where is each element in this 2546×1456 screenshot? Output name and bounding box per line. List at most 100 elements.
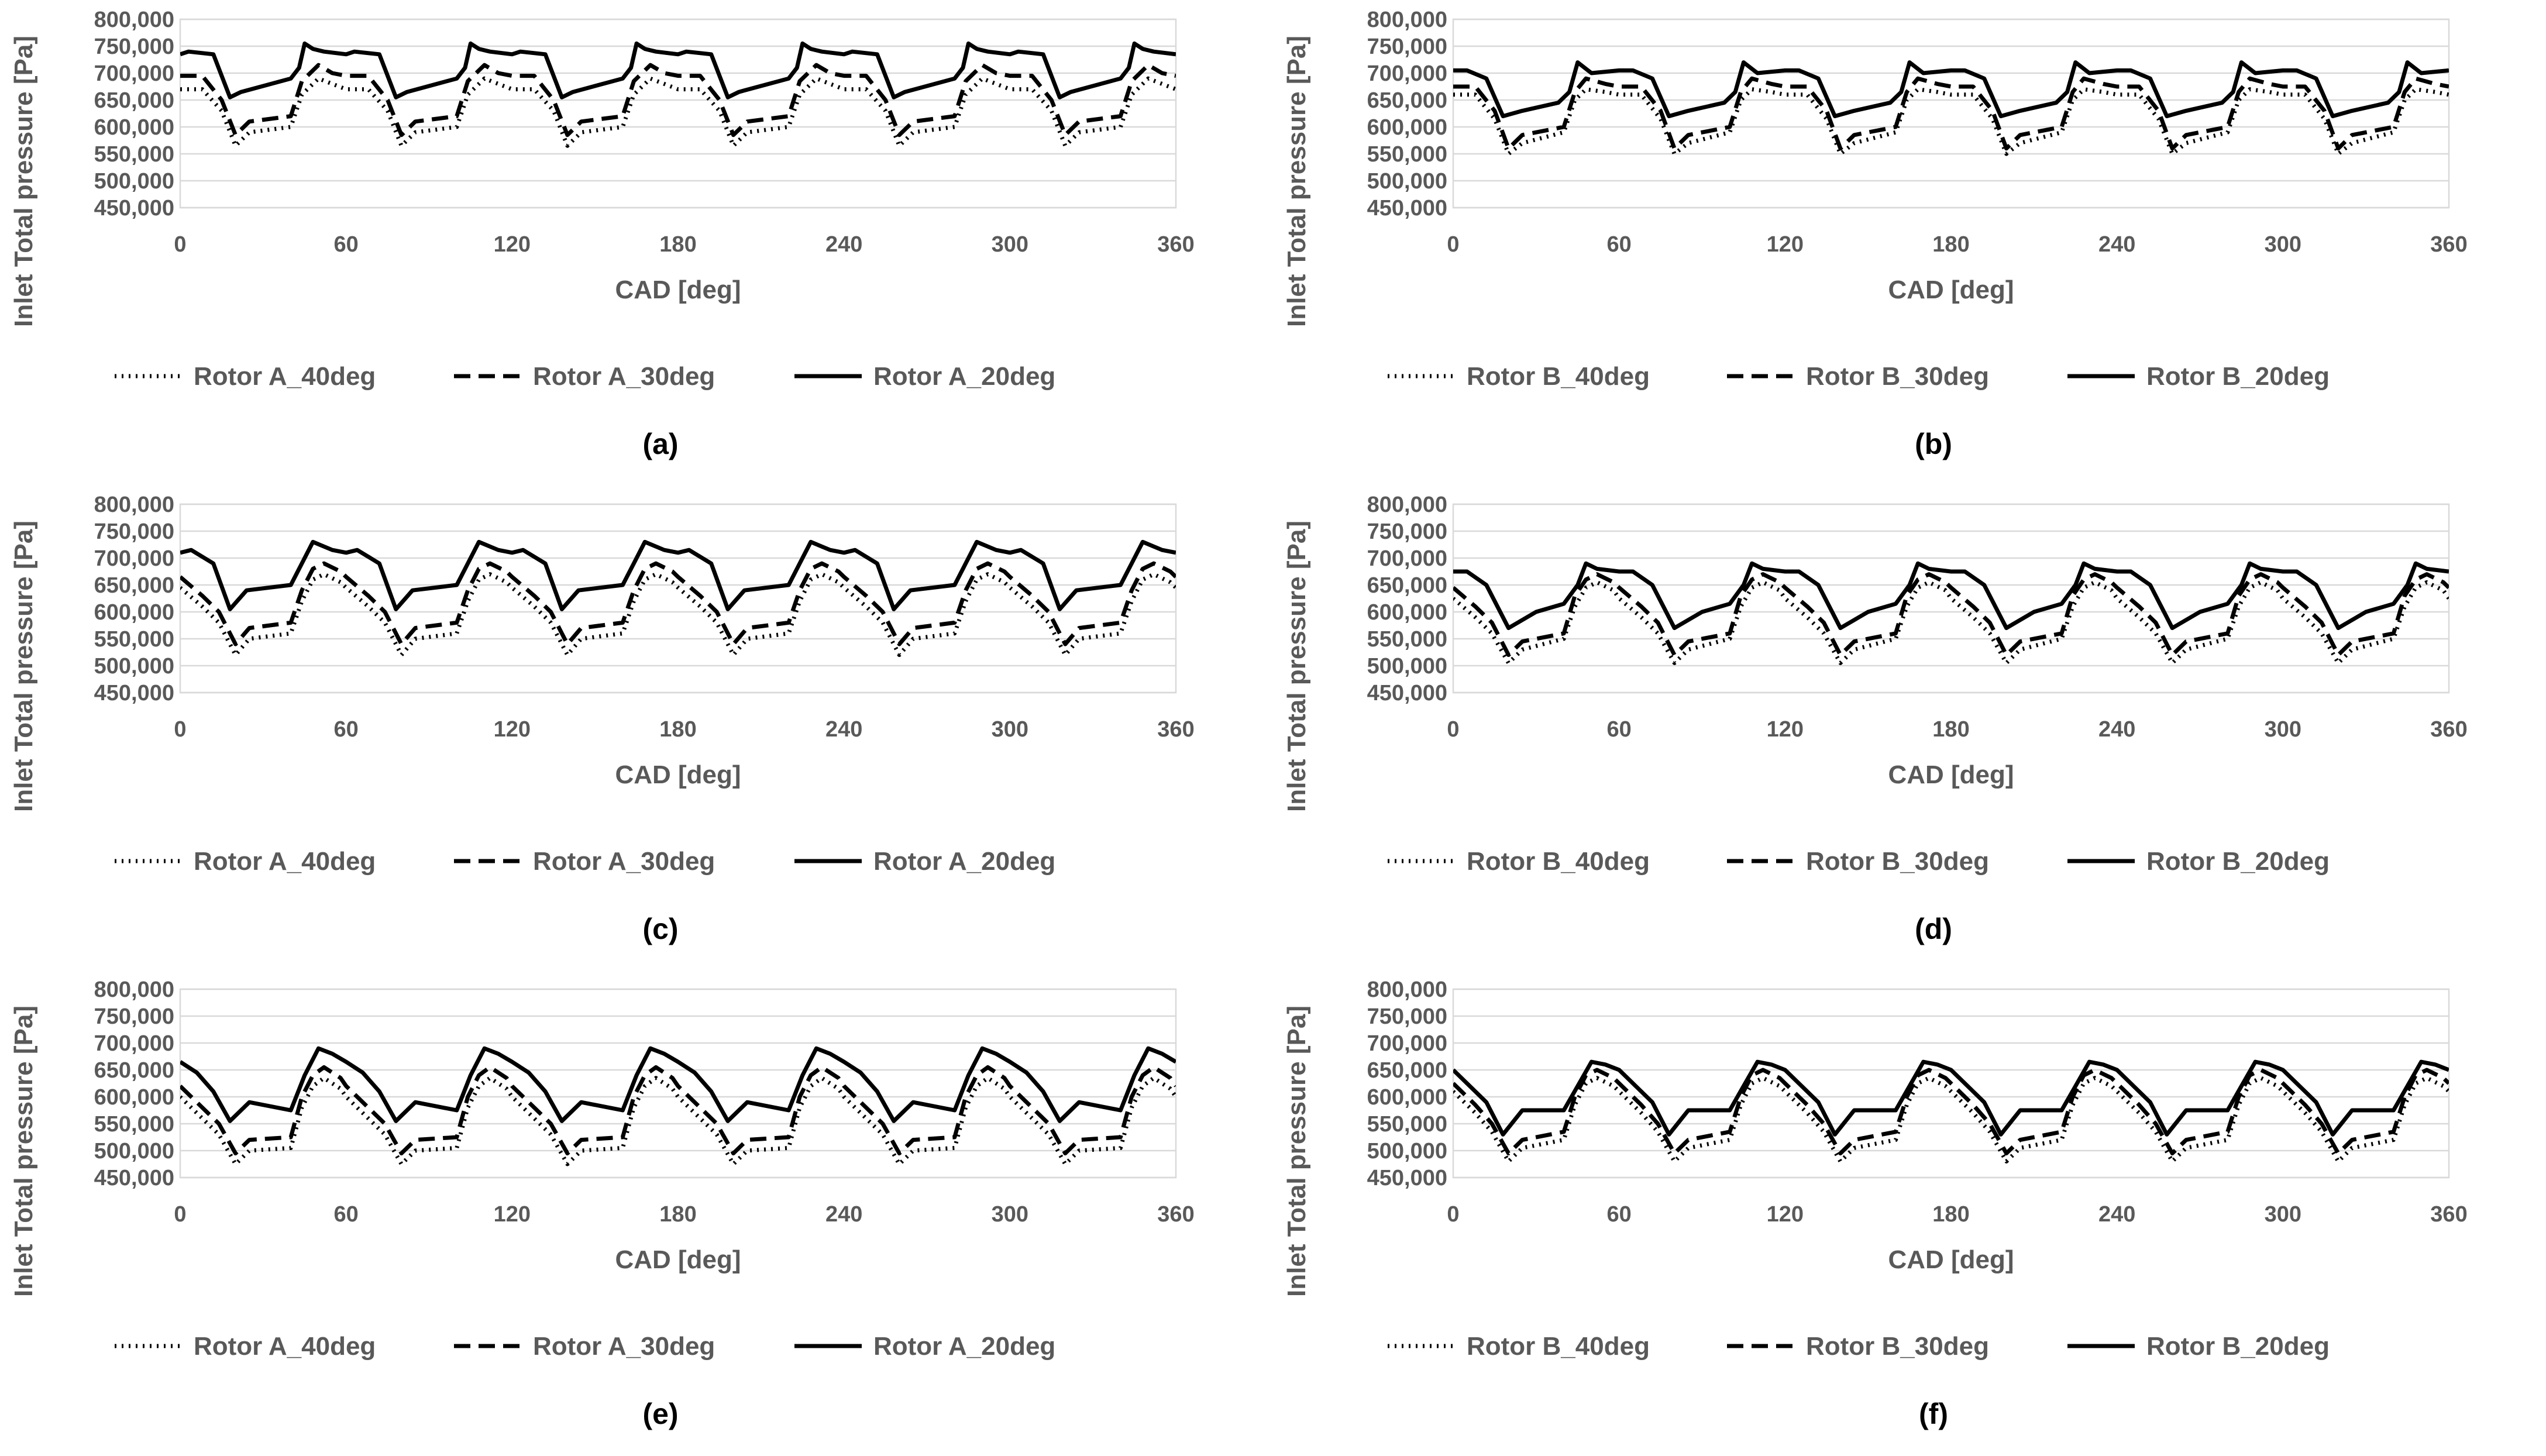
x-tick-label: 0: [174, 232, 186, 257]
series-line-s30: [1453, 1068, 2449, 1156]
y-tick-label: 700,000: [1367, 1031, 1447, 1056]
y-tick-label: 450,000: [1367, 1166, 1447, 1190]
y-tick-label: 700,000: [94, 546, 174, 571]
x-tick-label: 300: [2265, 232, 2301, 257]
x-tick-label: 240: [2098, 1202, 2135, 1227]
x-tick-label: 60: [334, 717, 359, 742]
x-tick-label: 60: [334, 1202, 359, 1227]
series-line-s20: [180, 1046, 1176, 1123]
series-line-s30: [1453, 76, 2449, 151]
y-tick-label: 500,000: [1367, 169, 1447, 194]
x-tick-label: 180: [659, 717, 696, 742]
y-tick-label: 450,000: [1367, 681, 1447, 705]
y-tick-label: 500,000: [94, 1139, 174, 1164]
y-tick-label: 700,000: [94, 1031, 174, 1056]
series-line-s40: [1453, 1076, 2449, 1164]
legend-label: Rotor B_20deg: [2146, 362, 2330, 391]
legend-label: Rotor A_30deg: [533, 362, 715, 391]
y-tick-label: 450,000: [94, 681, 174, 705]
legend-label: Rotor B_30deg: [1806, 847, 1989, 876]
y-axis-title: Inlet Total pressure [Pa]: [9, 521, 38, 812]
y-tick-label: 750,000: [94, 1004, 174, 1029]
y-tick-label: 500,000: [1367, 1139, 1447, 1164]
y-axis-title: Inlet Total pressure [Pa]: [1282, 36, 1311, 327]
x-tick-label: 60: [334, 232, 359, 257]
x-tick-label: 60: [1607, 1202, 1632, 1227]
y-tick-label: 800,000: [94, 493, 174, 517]
y-tick-label: 500,000: [1367, 654, 1447, 679]
x-tick-label: 240: [825, 232, 862, 257]
legend-label: Rotor B_30deg: [1806, 362, 1989, 391]
y-tick-label: 500,000: [94, 654, 174, 679]
y-tick-label: 450,000: [94, 1166, 174, 1190]
x-tick-label: 300: [992, 232, 1028, 257]
y-axis-title: Inlet Total pressure [Pa]: [1282, 1006, 1311, 1297]
x-tick-label: 120: [1767, 717, 1804, 742]
y-tick-label: 750,000: [94, 35, 174, 59]
plot-frame: [179, 503, 1177, 694]
legend-label: Rotor A_40deg: [194, 847, 376, 876]
chart-svg: 450,000500,000550,000600,000650,000700,0…: [1282, 493, 2468, 945]
x-axis-title: CAD [deg]: [1888, 1245, 2014, 1274]
subfigure-label: (b): [1915, 428, 1952, 460]
chart-svg: 450,000500,000550,000600,000650,000700,0…: [9, 493, 1195, 945]
x-tick-label: 180: [1932, 717, 1969, 742]
plot-frame: [179, 988, 1177, 1179]
series-line-s30: [1453, 572, 2449, 658]
legend-label: Rotor A_20deg: [873, 847, 1055, 876]
y-axis-title: Inlet Total pressure [Pa]: [9, 36, 38, 327]
x-tick-label: 360: [2430, 232, 2467, 257]
y-tick-label: 550,000: [94, 627, 174, 652]
chart-svg: 450,000500,000550,000600,000650,000700,0…: [1282, 8, 2468, 460]
y-tick-label: 650,000: [94, 1058, 174, 1083]
legend-label: Rotor A_40deg: [194, 362, 376, 391]
x-tick-label: 60: [1607, 232, 1632, 257]
x-axis-title: CAD [deg]: [615, 276, 741, 304]
y-tick-label: 800,000: [1367, 8, 1447, 32]
legend-label: Rotor B_40deg: [1467, 847, 1650, 876]
y-tick-label: 600,000: [1367, 600, 1447, 625]
series-line-s40: [180, 572, 1176, 658]
chart-panel-a: 450,000 500,000 550,000 600,000 650,000 700,0…: [0, 0, 1273, 485]
chart-svg: 450,000500,000550,000600,000650,000700,0…: [9, 977, 1195, 1430]
x-tick-label: 0: [174, 717, 186, 742]
y-tick-label: 450,000: [94, 196, 174, 221]
y-tick-label: 550,000: [1367, 1112, 1447, 1137]
legend-label: Rotor B_40deg: [1467, 1332, 1650, 1361]
y-tick-label: 800,000: [1367, 493, 1447, 517]
series-line-s40: [1453, 580, 2449, 665]
legend-label: Rotor A_30deg: [533, 847, 715, 876]
y-tick-label: 500,000: [94, 169, 174, 194]
series-line-s20: [1453, 1059, 2449, 1137]
legend-label: Rotor B_40deg: [1467, 362, 1650, 391]
chart-panel-b: 450,000 500,000 550,000 600,000 650,000 700,0…: [1273, 0, 2546, 485]
subfigure-label: (e): [642, 1398, 678, 1430]
legend-label: Rotor A_20deg: [873, 362, 1055, 391]
chart-svg: 450,000500,000550,000600,000650,000700,0…: [9, 8, 1195, 460]
series-line-s40: [1453, 87, 2449, 156]
x-tick-label: 300: [992, 1202, 1028, 1227]
y-tick-label: 650,000: [1367, 573, 1447, 598]
y-tick-label: 600,000: [94, 600, 174, 625]
x-tick-label: 360: [2430, 1202, 2467, 1227]
y-tick-label: 750,000: [94, 519, 174, 544]
y-axis-title: Inlet Total pressure [Pa]: [1282, 521, 1311, 812]
y-tick-label: 600,000: [1367, 115, 1447, 140]
x-tick-label: 300: [992, 717, 1028, 742]
legend-label: Rotor A_30deg: [533, 1332, 715, 1361]
series-line-s20: [180, 539, 1176, 611]
series-line-s30: [180, 561, 1176, 646]
y-tick-label: 550,000: [94, 1112, 174, 1137]
y-tick-label: 550,000: [1367, 142, 1447, 167]
chart-panel-f: 450,000 500,000 550,000 600,000 650,000 700,0…: [1273, 970, 2546, 1455]
y-tick-label: 550,000: [94, 142, 174, 167]
x-tick-label: 0: [174, 1202, 186, 1227]
x-tick-label: 0: [1447, 232, 1459, 257]
x-axis-title: CAD [deg]: [1888, 760, 2014, 789]
series-line-s20: [1453, 561, 2449, 631]
y-tick-label: 600,000: [94, 115, 174, 140]
x-tick-label: 360: [1157, 717, 1194, 742]
x-tick-label: 120: [494, 1202, 531, 1227]
x-tick-label: 120: [1767, 1202, 1804, 1227]
subfigure-label: (f): [1919, 1398, 1948, 1430]
